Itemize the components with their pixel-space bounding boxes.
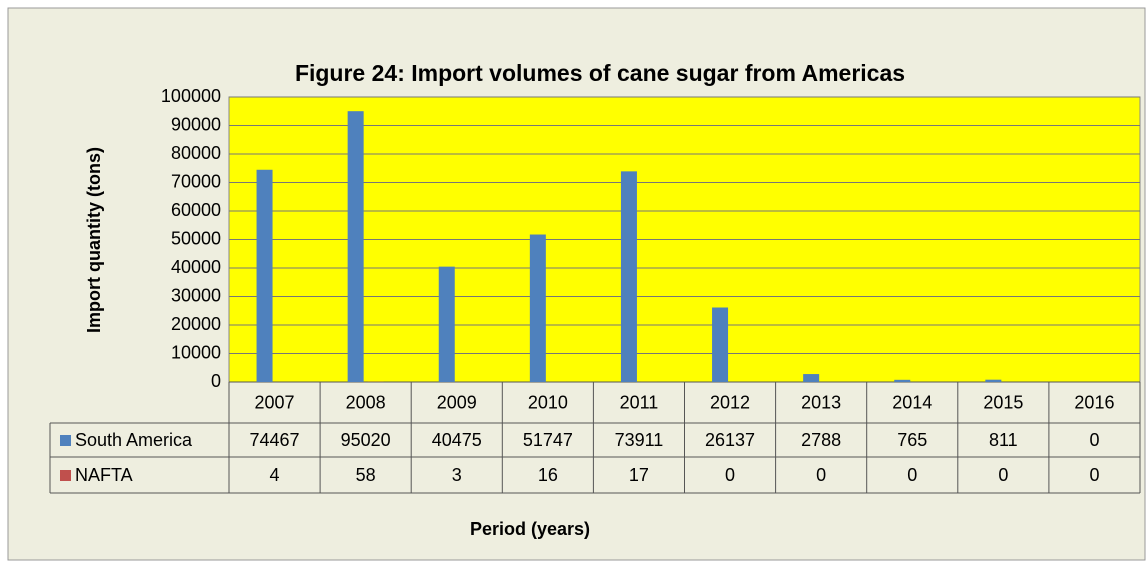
table-value: 0 (998, 465, 1008, 485)
x-tick-label: 2010 (528, 392, 568, 412)
bar (894, 379, 911, 382)
table-value: 17 (629, 465, 649, 485)
table-value: 73911 (615, 430, 664, 450)
x-tick-label: 2011 (620, 392, 659, 412)
table-value: 74467 (250, 430, 300, 450)
table-value: 0 (816, 465, 826, 485)
y-tick-label: 70000 (171, 171, 221, 191)
table-value: 0 (1089, 430, 1099, 450)
bar (256, 169, 273, 382)
y-tick-label: 20000 (171, 314, 221, 334)
x-tick-label: 2015 (983, 392, 1023, 412)
bar (712, 307, 729, 382)
bar (985, 379, 1002, 382)
x-tick-label: 2007 (255, 392, 295, 412)
table-value: 40475 (432, 430, 482, 450)
y-axis-label: Import quantity (tons) (84, 147, 104, 333)
y-tick-label: 0 (211, 371, 221, 391)
table-value: 16 (538, 465, 558, 485)
table-value: 2788 (801, 430, 841, 450)
table-value: 765 (897, 430, 927, 450)
table-value: 811 (989, 430, 1018, 450)
x-tick-label: 2016 (1074, 392, 1114, 412)
y-tick-label: 30000 (171, 285, 221, 305)
table-value: 0 (725, 465, 735, 485)
table-value: 3 (452, 465, 462, 485)
table-value: 95020 (341, 430, 391, 450)
legend-label: NAFTA (75, 465, 133, 485)
bar (347, 111, 364, 383)
x-axis-label: Period (years) (470, 519, 590, 539)
x-tick-label: 2014 (892, 392, 932, 412)
y-tick-label: 90000 (171, 114, 221, 134)
y-tick-label: 50000 (171, 228, 221, 248)
x-tick-label: 2012 (710, 392, 750, 412)
table-value: 26137 (705, 430, 755, 450)
table-value: 58 (356, 465, 376, 485)
chart-title: Figure 24: Import volumes of cane sugar … (295, 60, 905, 86)
table-value: 0 (907, 465, 917, 485)
y-tick-label: 10000 (171, 342, 221, 362)
y-tick-label: 80000 (171, 143, 221, 163)
table-value: 51747 (523, 430, 573, 450)
bar (803, 374, 820, 382)
y-tick-label: 100000 (161, 86, 221, 106)
legend-label: South America (75, 430, 193, 450)
y-tick-label: 60000 (171, 200, 221, 220)
legend-swatch (60, 470, 71, 481)
x-tick-label: 2013 (801, 392, 841, 412)
table-value: 4 (270, 465, 280, 485)
x-tick-label: 2008 (346, 392, 386, 412)
table-value: 0 (1089, 465, 1099, 485)
legend-swatch (60, 435, 71, 446)
y-tick-label: 40000 (171, 257, 221, 277)
bar (620, 171, 637, 382)
bar (438, 266, 455, 382)
x-tick-label: 2009 (437, 392, 477, 412)
bar (529, 234, 546, 382)
